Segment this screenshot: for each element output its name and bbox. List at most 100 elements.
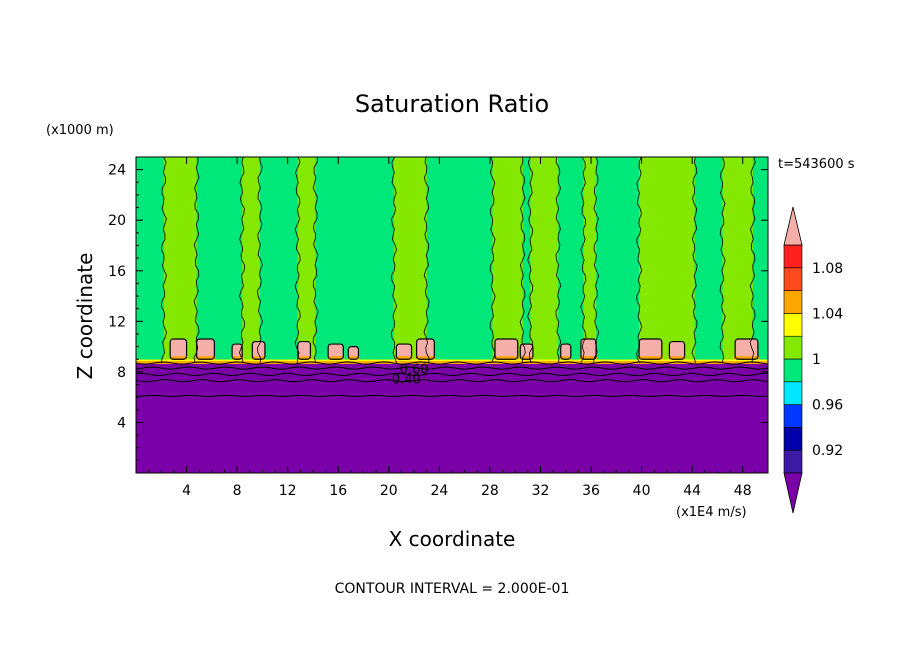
- x-tick-label-1: 8: [233, 483, 242, 499]
- y-axis: 4 8 12 16 20 24: [108, 163, 768, 461]
- y-axis-label: Z coordinate: [73, 253, 97, 380]
- cloud-cell-outline-1: [196, 338, 215, 360]
- column-edge-7-0: [636, 157, 643, 364]
- x-tick-label-8: 36: [582, 483, 600, 499]
- cloud-cell-7: [396, 344, 412, 360]
- column-edge-4-0: [489, 157, 496, 364]
- cloud-cell-base-5: [327, 356, 345, 360]
- contour-label-0: 0.60: [400, 362, 429, 377]
- filled-contours: [136, 157, 768, 473]
- cloud-cell-outline-0: [169, 338, 188, 360]
- colorbar-tick-label-0: 0.92: [812, 443, 843, 459]
- cloud-cell-base-8: [415, 356, 436, 360]
- column-edge-5-0: [527, 157, 534, 364]
- cloud-cell-base-7: [395, 356, 413, 360]
- cloud-cell-base-0: [169, 356, 188, 360]
- cloud-cell-outline-8: [416, 338, 435, 360]
- colorbar-min-arrow: [783, 472, 803, 514]
- colorbar-segment-6: [783, 313, 803, 337]
- x-tick-label-6: 28: [481, 483, 499, 499]
- cloud-cell-9: [494, 339, 518, 360]
- contour-lines: [136, 157, 768, 397]
- column-0: [163, 157, 197, 364]
- cloud-cell-1: [196, 339, 215, 360]
- column-edge-2-0: [294, 157, 301, 364]
- colorbar-tick-label-1: 0.96: [812, 398, 843, 414]
- column-3: [393, 157, 427, 364]
- cloud-cell-11: [560, 344, 571, 360]
- cloud-cell-13: [639, 339, 662, 360]
- chart-title: Saturation Ratio: [355, 90, 549, 118]
- colorbar-tick-label-3: 1.04: [812, 306, 843, 322]
- column-4: [492, 157, 523, 364]
- x-axis: 4 8 12 16 20 24 28 32 36 40 44 48: [148, 157, 756, 499]
- cloud-cell-base-10: [519, 356, 534, 360]
- column-5: [530, 157, 559, 364]
- x-tick-label-3: 16: [329, 483, 347, 499]
- y-tick-label-2: 12: [108, 314, 126, 330]
- y-tick-label-1: 8: [117, 365, 126, 381]
- colorbar-segment-2: [783, 404, 803, 428]
- lower-contour-0: [136, 361, 768, 365]
- colorbar-tick-label-2: 1: [812, 352, 821, 368]
- x-axis-label: X coordinate: [389, 527, 516, 551]
- x-tick-label-11: 48: [734, 483, 752, 499]
- cloud-cell-outline-14: [668, 340, 686, 360]
- x-tick-label-5: 24: [430, 483, 448, 499]
- colorbar-legend: 0.92 0.96 1 1.04 1.08: [783, 206, 843, 514]
- cloud-cell-12: [580, 339, 597, 360]
- cloud-cell-base-14: [668, 356, 686, 360]
- column-edge-0-1: [193, 157, 200, 364]
- column-edge-5-1: [555, 157, 562, 364]
- column-edge-0-0: [160, 157, 167, 364]
- lower-contour-1: [136, 366, 768, 370]
- cloud-cell-3: [252, 341, 265, 360]
- colorbar-segment-5: [783, 335, 803, 360]
- cloud-cell-base-13: [638, 356, 663, 360]
- column-1: [242, 157, 260, 364]
- column-edge-7-1: [691, 157, 698, 364]
- y-tick-label-4: 20: [108, 213, 126, 229]
- column-edge-8-0: [719, 157, 726, 364]
- cloud-cell-4: [297, 341, 311, 360]
- colorbar-tick-label-4: 1.08: [812, 261, 843, 277]
- cloud-cell-outline-3: [251, 340, 266, 360]
- colorbar-segment-0: [783, 449, 803, 474]
- cloud-cell-base-9: [493, 356, 519, 360]
- x-tick-label-7: 32: [532, 483, 550, 499]
- colorbar-segment-1: [783, 427, 803, 451]
- contour-plot-area: [136, 157, 768, 473]
- colorbar-segment-7: [783, 290, 803, 314]
- x-tick-label-10: 44: [683, 483, 701, 499]
- colorbar-segment-4: [783, 358, 803, 383]
- cloud-cell-8: [416, 339, 435, 360]
- interface-band-upper: [136, 359, 768, 362]
- x-tick-label-2: 12: [279, 483, 297, 499]
- x-unit-label: (x1E4 m/s): [676, 505, 747, 520]
- cloud-cell-base-6: [347, 356, 360, 360]
- cloud-cell-base-3: [251, 356, 266, 360]
- column-edge-1-1: [257, 157, 264, 364]
- x-tick-label-0: 4: [182, 483, 191, 499]
- column-8: [722, 157, 753, 364]
- lower-contour-4: [136, 394, 768, 397]
- cloud-cell-0: [170, 339, 187, 360]
- cloud-cell-outline-2: [231, 343, 243, 360]
- colorbar-segment-3: [783, 381, 803, 405]
- x-tick-label-4: 20: [380, 483, 398, 499]
- cloud-cell-outline-5: [327, 343, 344, 360]
- cloud-cell-outline-13: [638, 338, 663, 360]
- cloud-cell-base-11: [559, 356, 572, 360]
- contour-interval-footer: CONTOUR INTERVAL = 2.000E-01: [335, 581, 570, 597]
- y-tick-label-5: 24: [108, 163, 126, 179]
- lower-layer: [136, 363, 768, 473]
- column-edge-2-1: [312, 157, 319, 364]
- cloud-cell-outline-12: [580, 338, 597, 360]
- colorbar-segment-8: [783, 267, 803, 291]
- cloud-cell-outline-7: [395, 343, 413, 360]
- cloud-cell-5: [328, 344, 344, 360]
- x-tick-label-9: 40: [633, 483, 651, 499]
- cloud-cell-outline-10: [519, 343, 534, 360]
- cloud-cell-outline-15: [734, 338, 759, 360]
